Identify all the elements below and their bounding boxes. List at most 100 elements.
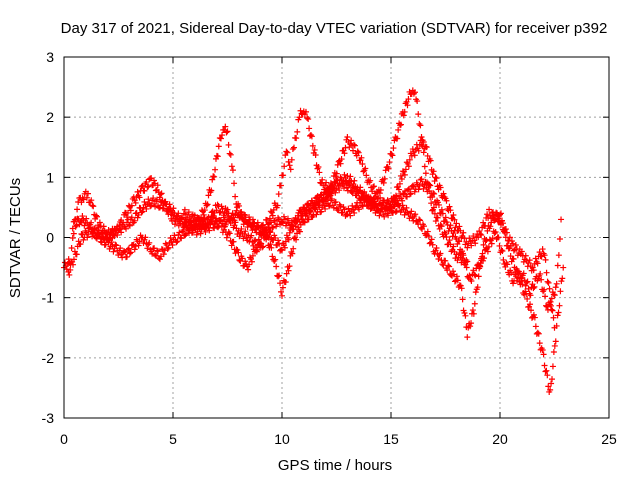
data-point-marker <box>104 236 111 243</box>
data-point-marker <box>92 225 99 232</box>
data-point-marker <box>128 214 135 221</box>
data-point-marker <box>177 220 184 227</box>
data-point-marker <box>435 256 442 263</box>
data-point-marker <box>249 216 256 223</box>
data-point-marker <box>515 270 522 277</box>
data-point-marker <box>238 225 245 232</box>
data-point-marker <box>538 253 545 260</box>
data-point-marker <box>252 237 259 244</box>
data-point-marker <box>356 206 363 213</box>
data-point-marker <box>408 208 415 215</box>
data-point-marker <box>300 218 307 225</box>
y-tick-label: 0 <box>46 230 54 246</box>
data-point-marker <box>100 223 107 230</box>
data-point-marker <box>244 220 251 227</box>
data-point-marker <box>329 188 336 195</box>
data-point-marker <box>357 184 364 191</box>
data-point-marker <box>139 208 146 215</box>
data-point-marker <box>491 215 498 222</box>
data-point-marker <box>394 183 401 190</box>
data-point-marker <box>207 217 214 224</box>
data-point-marker <box>164 245 171 252</box>
data-point-marker <box>325 203 332 210</box>
data-point-marker <box>348 189 355 196</box>
data-point-marker <box>295 216 302 223</box>
data-point-marker <box>530 267 537 274</box>
data-point-marker <box>549 307 556 314</box>
data-point-marker <box>108 239 115 246</box>
data-point-marker <box>482 222 489 229</box>
data-point-marker <box>160 251 167 258</box>
data-point-marker <box>239 255 246 262</box>
data-point-marker <box>439 210 446 217</box>
data-point-marker <box>126 250 133 257</box>
data-point-marker <box>203 224 210 231</box>
data-point-marker <box>350 141 357 148</box>
data-point-marker <box>121 248 128 255</box>
data-point-marker <box>126 222 133 229</box>
data-point-marker <box>433 245 440 252</box>
x-tick-label: 10 <box>274 431 290 447</box>
data-point-marker <box>370 183 377 190</box>
data-point-marker <box>404 102 411 109</box>
data-point-marker <box>239 215 246 222</box>
data-point-marker <box>165 244 172 251</box>
data-point-marker <box>328 195 335 202</box>
data-point-marker <box>454 257 461 264</box>
data-point-marker <box>197 223 204 230</box>
data-point-marker <box>440 190 447 197</box>
data-point-marker <box>556 235 563 242</box>
data-point-marker <box>394 135 401 142</box>
data-point-marker <box>429 207 436 214</box>
data-point-marker <box>181 206 188 213</box>
data-point-marker <box>403 204 410 211</box>
data-point-marker <box>279 292 285 299</box>
data-point-marker <box>230 238 237 245</box>
data-point-marker <box>71 218 78 225</box>
data-point-marker <box>193 231 200 238</box>
data-point-marker <box>483 236 490 243</box>
data-point-marker <box>422 178 429 185</box>
data-point-marker <box>444 267 451 274</box>
data-point-marker <box>477 230 484 237</box>
data-point-marker <box>464 334 471 341</box>
data-point-marker <box>434 214 441 221</box>
data-point-marker <box>489 235 496 242</box>
data-point-marker <box>475 273 482 280</box>
data-point-marker <box>367 177 374 184</box>
data-point-marker <box>70 261 77 268</box>
data-point-marker <box>89 233 96 240</box>
data-point-marker <box>480 241 487 248</box>
data-point-marker <box>112 241 119 248</box>
data-point-marker <box>380 211 387 218</box>
data-point-marker <box>131 197 138 204</box>
data-point-marker <box>388 207 394 214</box>
data-point-marker <box>96 219 103 226</box>
data-point-marker <box>437 250 444 257</box>
data-point-marker <box>73 222 80 229</box>
data-point-marker <box>462 259 469 266</box>
data-point-marker <box>548 380 555 387</box>
data-point-marker <box>85 225 92 232</box>
data-point-marker <box>286 162 293 169</box>
data-point-marker <box>94 213 101 220</box>
data-point-marker <box>524 295 531 302</box>
data-point-marker <box>541 362 548 369</box>
data-point-marker <box>418 176 425 183</box>
data-point-marker <box>330 204 337 211</box>
data-point-marker <box>552 284 559 291</box>
data-point-marker <box>154 196 161 203</box>
data-point-marker <box>499 220 506 227</box>
data-point-marker <box>277 280 284 287</box>
data-point-marker <box>401 171 408 178</box>
data-point-marker <box>334 177 341 184</box>
data-point-marker <box>381 213 388 220</box>
data-point-marker <box>314 193 321 200</box>
data-point-marker <box>341 171 348 178</box>
data-point-marker <box>467 323 474 330</box>
data-point-marker <box>93 212 100 219</box>
data-point-marker <box>538 276 545 283</box>
data-point-marker <box>136 238 143 245</box>
data-point-marker <box>74 206 81 213</box>
